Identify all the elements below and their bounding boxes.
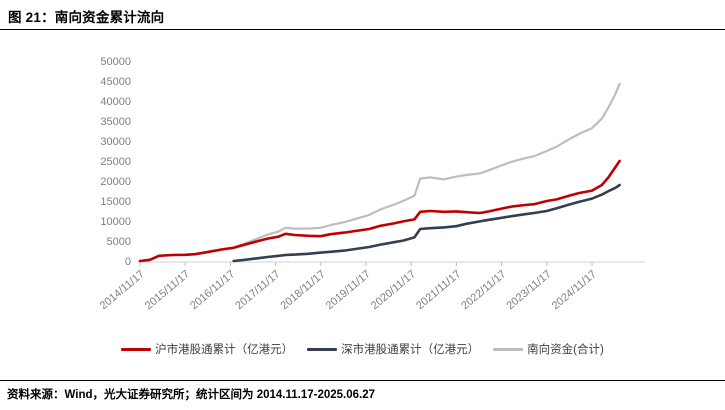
svg-text:2024/11/17: 2024/11/17 bbox=[550, 268, 599, 312]
svg-text:35000: 35000 bbox=[100, 116, 131, 128]
navy-line-swatch bbox=[307, 347, 338, 351]
legend-item-sh-connect: 沪市港股通累计（亿港元） bbox=[121, 341, 293, 357]
svg-text:30000: 30000 bbox=[100, 136, 131, 148]
svg-text:20000: 20000 bbox=[100, 176, 131, 188]
svg-text:5000: 5000 bbox=[107, 236, 131, 248]
svg-text:2019/11/17: 2019/11/17 bbox=[324, 268, 373, 312]
legend-label-sz-connect: 深市港股通累计（亿港元） bbox=[341, 344, 480, 356]
svg-text:40000: 40000 bbox=[100, 96, 131, 108]
svg-text:15000: 15000 bbox=[100, 196, 131, 208]
southbound-cumulative-flow-chart: 0 5000 10000 15000 20000 25000 30000 35000 40000… bbox=[98, 56, 645, 312]
legend-label-total: 南向资金(合计) bbox=[527, 344, 604, 356]
svg-text:2018/11/17: 2018/11/17 bbox=[278, 268, 327, 312]
svg-text:0: 0 bbox=[125, 256, 131, 268]
svg-text:10000: 10000 bbox=[100, 216, 131, 228]
svg-text:2020/11/17: 2020/11/17 bbox=[369, 268, 418, 312]
legend-item-total: 南向资金(合计) bbox=[493, 341, 604, 357]
svg-text:2021/11/17: 2021/11/17 bbox=[414, 268, 463, 312]
footer-divider bbox=[0, 380, 725, 381]
svg-text:50000: 50000 bbox=[100, 56, 131, 68]
chart-legend: 沪市港股通累计（亿港元） 深市港股通累计（亿港元） 南向资金(合计) bbox=[0, 341, 725, 357]
svg-text:25000: 25000 bbox=[100, 156, 131, 168]
legend-item-sz-connect: 深市港股通累计（亿港元） bbox=[307, 341, 479, 357]
svg-text:2023/11/17: 2023/11/17 bbox=[504, 268, 553, 312]
svg-text:2017/11/17: 2017/11/17 bbox=[233, 268, 282, 312]
legend-label-sh-connect: 沪市港股通累计（亿港元） bbox=[155, 344, 294, 356]
svg-text:2016/11/17: 2016/11/17 bbox=[188, 268, 237, 312]
page-title: 图 21：南向资金累计流向 bbox=[8, 10, 165, 25]
gray-line-swatch bbox=[493, 347, 524, 351]
svg-text:2022/11/17: 2022/11/17 bbox=[459, 268, 508, 312]
svg-text:2014/11/17: 2014/11/17 bbox=[98, 268, 147, 312]
title-divider bbox=[0, 29, 725, 30]
svg-text:2015/11/17: 2015/11/17 bbox=[143, 268, 192, 312]
red-line-swatch bbox=[121, 347, 152, 351]
source-note: 资料来源：Wind，光大证券研究所；统计区间为 2014.11.17-2025.… bbox=[7, 389, 375, 401]
svg-text:45000: 45000 bbox=[100, 76, 131, 88]
